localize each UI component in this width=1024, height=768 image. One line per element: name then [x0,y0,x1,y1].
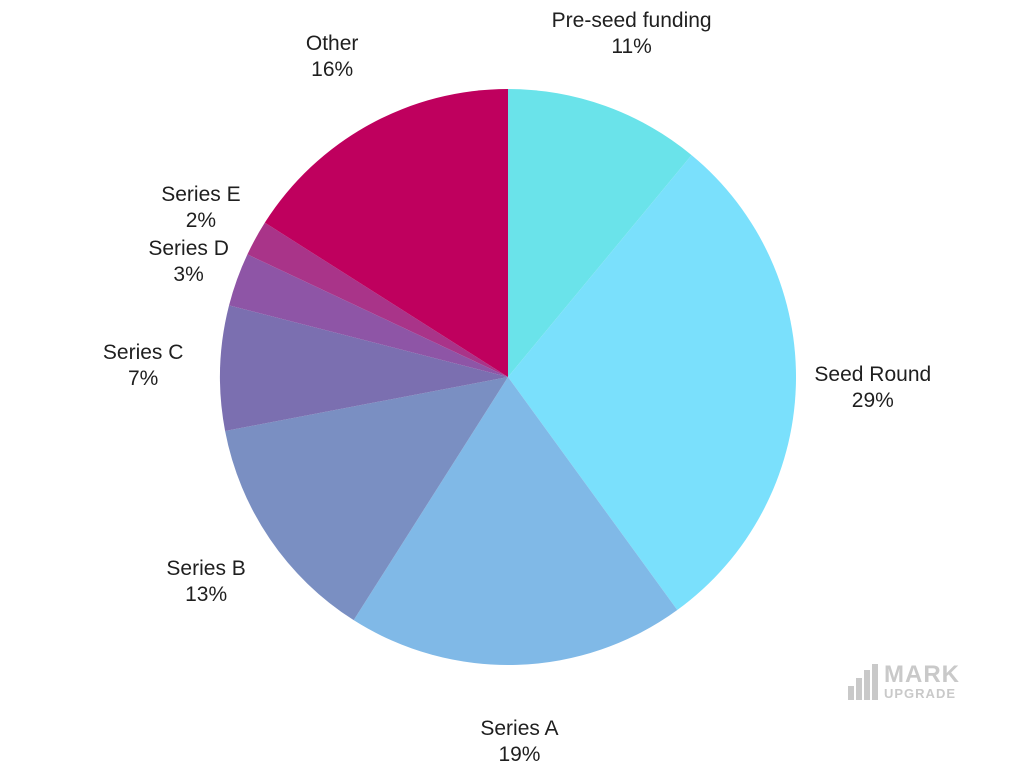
slice-label-name: Pre-seed funding [551,8,712,32]
slice-label-value: 16% [311,58,354,82]
pie-slice-seed-round [508,155,797,610]
pie-slice-series-a [353,377,678,665]
watermark-line2: UPGRADE [884,686,957,701]
slice-label: Pre-seed funding 11% [552,8,712,60]
slice-label-name: Series D [148,237,229,260]
pie-slice-series-b [225,377,509,621]
slice-label-name: Other [305,32,359,56]
slice-label-name: Series C [102,340,184,364]
slice-label: Series D 3% [148,236,229,288]
slice-label-value: 19% [498,742,541,766]
pie-slice-series-d [229,254,509,377]
watermark-line1: MARK [884,661,960,688]
pie-slice-pre-seed-funding [508,89,692,377]
slice-label-value: 13% [185,583,228,607]
slice-label-value: 3% [173,263,204,286]
slice-label-value: 2% [185,209,217,233]
watermark-logo: MARK UPGRADE [848,663,960,700]
slice-label-value: 11% [611,34,652,58]
slice-label: Series B 13% [166,556,245,608]
pie-slice-series-e [247,222,509,377]
slice-label-name: Series B [166,557,246,581]
pie-slice-other [264,89,508,377]
bar-chart-icon [848,663,878,700]
slice-label-value: 7% [127,366,159,390]
slice-label: Series A 19% [480,716,558,768]
slice-label-name: Seed Round [814,363,932,387]
slice-label: Series C 7% [103,340,184,392]
slice-label: Other 16% [306,31,359,83]
slice-label: Seed Round 29% [814,362,931,414]
slice-label-name: Series E [161,183,241,207]
slice-label-name: Series A [480,716,559,740]
slice-label-value: 29% [851,389,894,413]
pie-slice-series-c [220,305,508,431]
slice-label: Series E 2% [161,182,240,234]
